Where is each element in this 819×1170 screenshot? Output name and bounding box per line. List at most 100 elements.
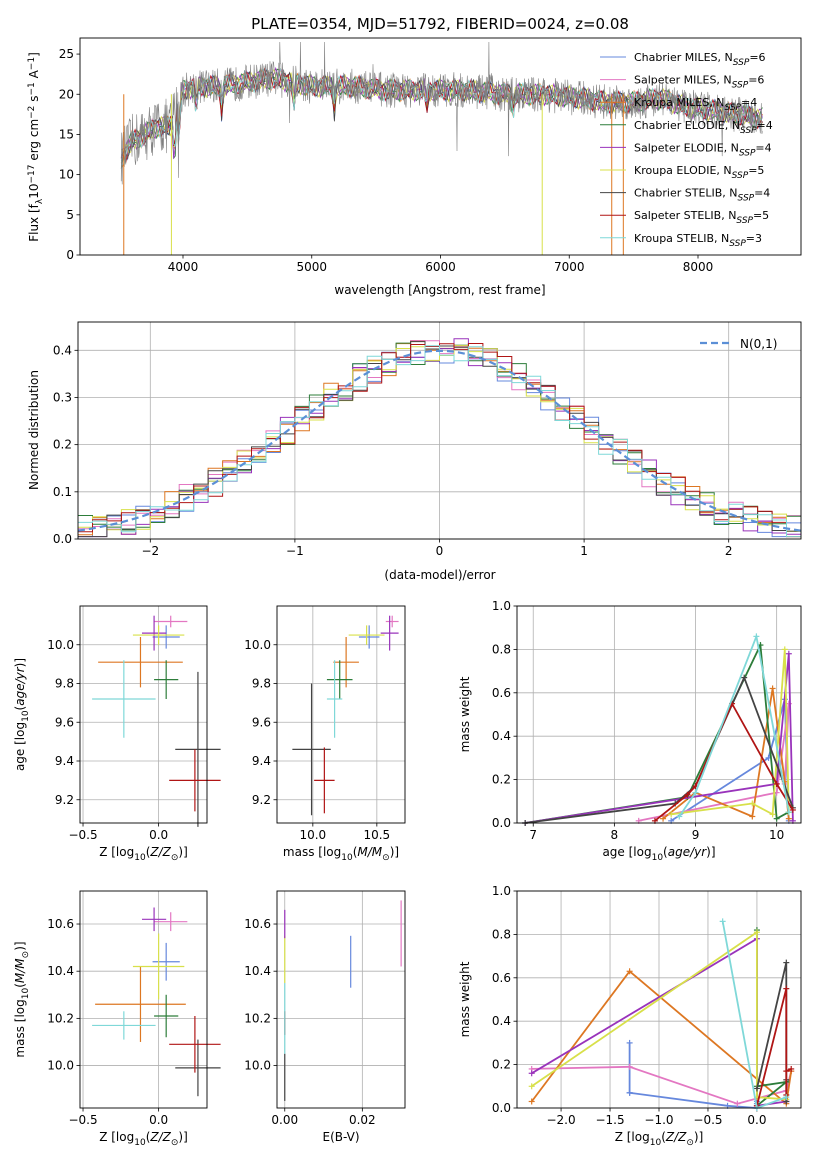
weight-vs-age-marker-kroupa-miles: [769, 685, 776, 692]
weight-vs-z-ytick-label: 0.8: [492, 927, 511, 941]
mass-vs-ebv-ytick-label: 10.0: [244, 1059, 271, 1073]
weight-vs-age-marker-kroupa-elodie: [749, 800, 756, 807]
weight-vs-age-marker-kroupa-miles: [749, 813, 756, 820]
age-vs-z-ytick-label: 9.4: [55, 754, 74, 768]
weight-vs-age-marker-kroupa-stelib: [676, 813, 683, 820]
spectrum-ytick-label: 25: [59, 47, 74, 61]
residual-hist-salpeter-stelib: [78, 343, 801, 538]
weight-vs-age-marker-kroupa-stelib: [753, 633, 760, 640]
weight-vs-age-xtick-label: 7: [529, 828, 537, 842]
weight-vs-z-marker-chabrier-miles: [626, 1039, 633, 1046]
weight-vs-age-line-kroupa-stelib: [678, 633, 790, 818]
weight-vs-z-marker-kroupa-elodie: [528, 1083, 535, 1090]
weight-vs-age-marker-kroupa-elodie: [769, 811, 776, 818]
weight-vs-z-ytick-label: 0.4: [492, 1014, 511, 1028]
residual-frame: [77, 321, 802, 540]
weight-vs-age-marker-chabrier-stelib: [741, 674, 748, 681]
residual-ytick-label: 0.1: [53, 485, 72, 499]
residual-ylabel: Normed distribution: [27, 370, 41, 490]
weight-vs-age-xtick-label: 8: [611, 828, 619, 842]
weight-vs-z-marker-salpeter-stelib: [788, 1065, 795, 1072]
weight-vs-age-ytick-label: 0.2: [492, 773, 511, 787]
weight-vs-age-xtick-label: 10: [769, 828, 784, 842]
weight-vs-z-marker-chabrier-miles: [626, 1089, 633, 1096]
mass-vs-z-ytick-label: 10.6: [47, 917, 74, 931]
legend-label-5: Kroupa ELODIE, NSSP=5: [634, 164, 764, 181]
age-vs-mass-ytick-label: 10.0: [244, 638, 271, 652]
weight-vs-age-ylabel: mass weight: [458, 676, 472, 752]
age-vs-mass-xlabel: mass [log10(M/M⊙)]: [283, 845, 399, 863]
spectrum-xtick-label: 6000: [425, 260, 456, 274]
mass-vs-ebv-xtick-label: 0.00: [271, 1113, 298, 1127]
age-vs-mass-ytick-label: 9.8: [252, 677, 271, 691]
spectrum-ylabel: Flux [fλ10−17 erg cm−2 s−1 A−1]: [27, 52, 45, 242]
residual-ytick-label: 0.3: [53, 390, 72, 404]
spectrum-xtick-label: 7000: [554, 260, 585, 274]
legend-label-0: Chabrier MILES, NSSP=6: [634, 51, 766, 68]
spectrum-xlabel: wavelength [Angstrom, rest frame]: [334, 283, 545, 297]
weight-vs-z-line-chabrier-stelib: [756, 962, 788, 1102]
mass-vs-ebv-ytick-label: 10.6: [244, 917, 271, 931]
spectrum-xtick-label: 8000: [683, 260, 714, 274]
weight-vs-age-ytick-label: 0.8: [492, 642, 511, 656]
weight-vs-age-marker-kroupa-miles: [785, 815, 792, 822]
mass-vs-ebv-ytick-label: 10.2: [244, 1011, 271, 1025]
weight-vs-z-line-chabrier-elodie: [756, 930, 790, 1108]
figure-title: PLATE=0354, MJD=51792, FIBERID=0024, z=0…: [251, 15, 629, 33]
weight-vs-z-xtick-label: −1.5: [595, 1113, 624, 1127]
weight-vs-z-line-chabrier-miles: [628, 1042, 758, 1109]
weight-vs-z-marker-kroupa-stelib: [719, 918, 726, 925]
age-vs-mass-ytick-label: 9.6: [252, 715, 271, 729]
legend-label-2: Kroupa MILES, NSSP=4: [634, 96, 757, 113]
residual-xtick-label: −1: [286, 544, 304, 558]
mass-vs-z-ytick-label: 10.2: [47, 1011, 74, 1025]
residual-xtick-label: 0: [436, 544, 444, 558]
weight-vs-age-line-salpeter-elodie: [524, 653, 794, 824]
mass-vs-z-ytick-label: 10.4: [47, 964, 74, 978]
age-vs-mass-ytick-label: 9.2: [252, 793, 271, 807]
weight-vs-age-marker-kroupa-elodie: [668, 811, 675, 818]
mass-vs-z-xtick-label: 0.0: [149, 1113, 168, 1127]
mass-vs-ebv-frame: [276, 890, 406, 1109]
residual-hist-kroupa-elodie: [78, 344, 801, 532]
weight-vs-z-marker-salpeter-miles: [626, 1063, 633, 1070]
weight-vs-z-marker-salpeter-stelib: [783, 985, 790, 992]
mass-vs-ebv-ytick-label: 10.4: [244, 964, 271, 978]
weight-vs-z-marker-salpeter-stelib: [783, 1068, 790, 1075]
weight-vs-age-line-salpeter-miles: [638, 703, 790, 822]
spectrum-ytick-label: 5: [66, 208, 74, 222]
spectrum-ytick-label: 20: [59, 87, 74, 101]
weight-vs-age-marker-kroupa-miles: [660, 815, 667, 822]
legend-label-4: Salpeter ELODIE, NSSP=4: [634, 141, 772, 158]
spectrum-data-line: [120, 41, 763, 185]
weight-vs-age-marker-salpeter-elodie: [785, 650, 792, 657]
mass-vs-z-ytick-label: 10.0: [47, 1059, 74, 1073]
weight-vs-age-ytick-label: 1.0: [492, 599, 511, 613]
spectrum-xtick-label: 4000: [168, 260, 199, 274]
weight-vs-z-marker-kroupa-elodie: [753, 929, 760, 936]
weight-vs-age-marker-kroupa-stelib: [785, 809, 792, 816]
weight-vs-age-line-kroupa-elodie: [671, 649, 790, 816]
mass-vs-ebv-xtick-label: 0.02: [349, 1113, 376, 1127]
normal-reference-curve: [77, 349, 802, 532]
age-vs-z-ylabel: age [log10(age/yr)]: [13, 658, 31, 771]
weight-vs-z-frame: [516, 890, 802, 1109]
residual-xtick-label: 2: [725, 544, 733, 558]
age-vs-mass-xtick-label: 10.0: [299, 828, 326, 842]
age-vs-z-frame: [79, 605, 208, 824]
residual-xlabel: (data-model)/error: [384, 568, 495, 582]
weight-vs-z-line-kroupa-miles: [530, 969, 793, 1106]
weight-vs-z-ytick-label: 1.0: [492, 884, 511, 898]
legend-label-3: Chabrier ELODIE, NSSP=4: [634, 119, 773, 136]
weight-vs-z-line-kroupa-elodie: [531, 930, 787, 1101]
legend-label-7: Salpeter STELIB, NSSP=5: [634, 209, 769, 226]
spectrum-xtick-label: 5000: [296, 260, 327, 274]
weight-vs-z-ylabel: mass weight: [458, 961, 472, 1037]
spectrum-ytick-label: 15: [59, 127, 74, 141]
spectrum-ytick-label: 10: [59, 168, 74, 182]
residual-xtick-label: 1: [580, 544, 588, 558]
age-vs-z-ytick-label: 9.2: [55, 793, 74, 807]
weight-vs-z-ytick-label: 0.0: [492, 1101, 511, 1115]
weight-vs-z-marker-chabrier-stelib: [753, 1085, 760, 1092]
